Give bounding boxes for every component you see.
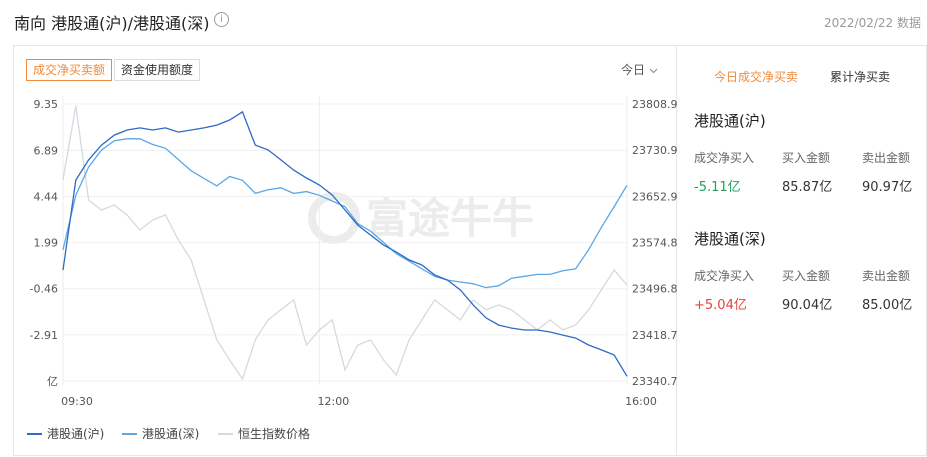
y-tick-label: 6.89: [34, 144, 59, 157]
metric-value: 90.97亿: [862, 180, 913, 195]
period-select[interactable]: 今日: [621, 61, 658, 78]
metric-value: -5.11亿: [694, 180, 741, 195]
y2-tick-label: 23730.9: [632, 144, 678, 157]
tab[interactable]: 资金使用额度: [114, 59, 201, 81]
y-tick-label: 亿: [47, 375, 58, 388]
info-icon[interactable]: i: [214, 12, 229, 27]
x-tick-label: 12:00: [318, 395, 350, 408]
metric-value: 90.04亿: [782, 298, 833, 313]
watermark: 富途牛牛: [366, 194, 534, 243]
chevron: [649, 68, 658, 74]
metric-value: 85.00亿: [862, 298, 913, 313]
y-tick-label: -2.91: [30, 329, 58, 342]
x-tick-label: 16:00: [625, 395, 657, 408]
date-text: 2022/02/22 数据: [824, 16, 921, 30]
metric-label: 成交净买入: [694, 151, 755, 165]
section-title: 港股通(深): [694, 230, 766, 248]
chart-panel: [13, 45, 677, 456]
series-line: [62, 110, 628, 377]
metric-label: 卖出金额: [862, 151, 911, 165]
watermark-logo: [308, 192, 360, 244]
y2-tick-label: 23808.9: [632, 98, 678, 111]
series-line: [62, 105, 628, 381]
side-tab[interactable]: 累计净买卖: [830, 70, 891, 84]
legend-label: 港股通(沪): [47, 427, 104, 441]
metric-value: +5.04亿: [694, 298, 747, 313]
y2-tick-label: 23340.7: [632, 375, 678, 388]
y2-tick-label: 23418.7: [632, 329, 678, 342]
series-line: [62, 138, 628, 289]
side-tab-active[interactable]: 今日成交净买卖: [714, 70, 799, 84]
y2-tick-label: 23496.8: [632, 283, 678, 296]
tab-active[interactable]: 成交净买卖额: [26, 59, 113, 81]
metric-label: 买入金额: [782, 269, 831, 283]
y-tick-label: 4.44: [34, 190, 59, 203]
legend-label: 恒生指数价格: [238, 426, 310, 441]
x-tick-label: 09:30: [61, 395, 93, 408]
y-tick-label: -0.46: [30, 283, 58, 296]
legend-label: 港股通(深): [142, 427, 199, 441]
y2-tick-label: 23574.8: [632, 237, 678, 250]
section-title: 港股通(沪): [694, 112, 766, 130]
period-label[interactable]: 今日: [621, 63, 646, 77]
page-title: 南向 港股通(沪)/港股通(深): [14, 14, 210, 33]
metric-label: 买入金额: [782, 151, 831, 165]
metric-label: 成交净买入: [694, 269, 755, 283]
y-tick-label: 1.99: [34, 237, 59, 250]
metric-value: 85.87亿: [782, 180, 833, 195]
metric-label: 卖出金额: [862, 269, 911, 283]
y-tick-label: 9.35: [34, 98, 59, 111]
y2-tick-label: 23652.9: [632, 190, 678, 203]
